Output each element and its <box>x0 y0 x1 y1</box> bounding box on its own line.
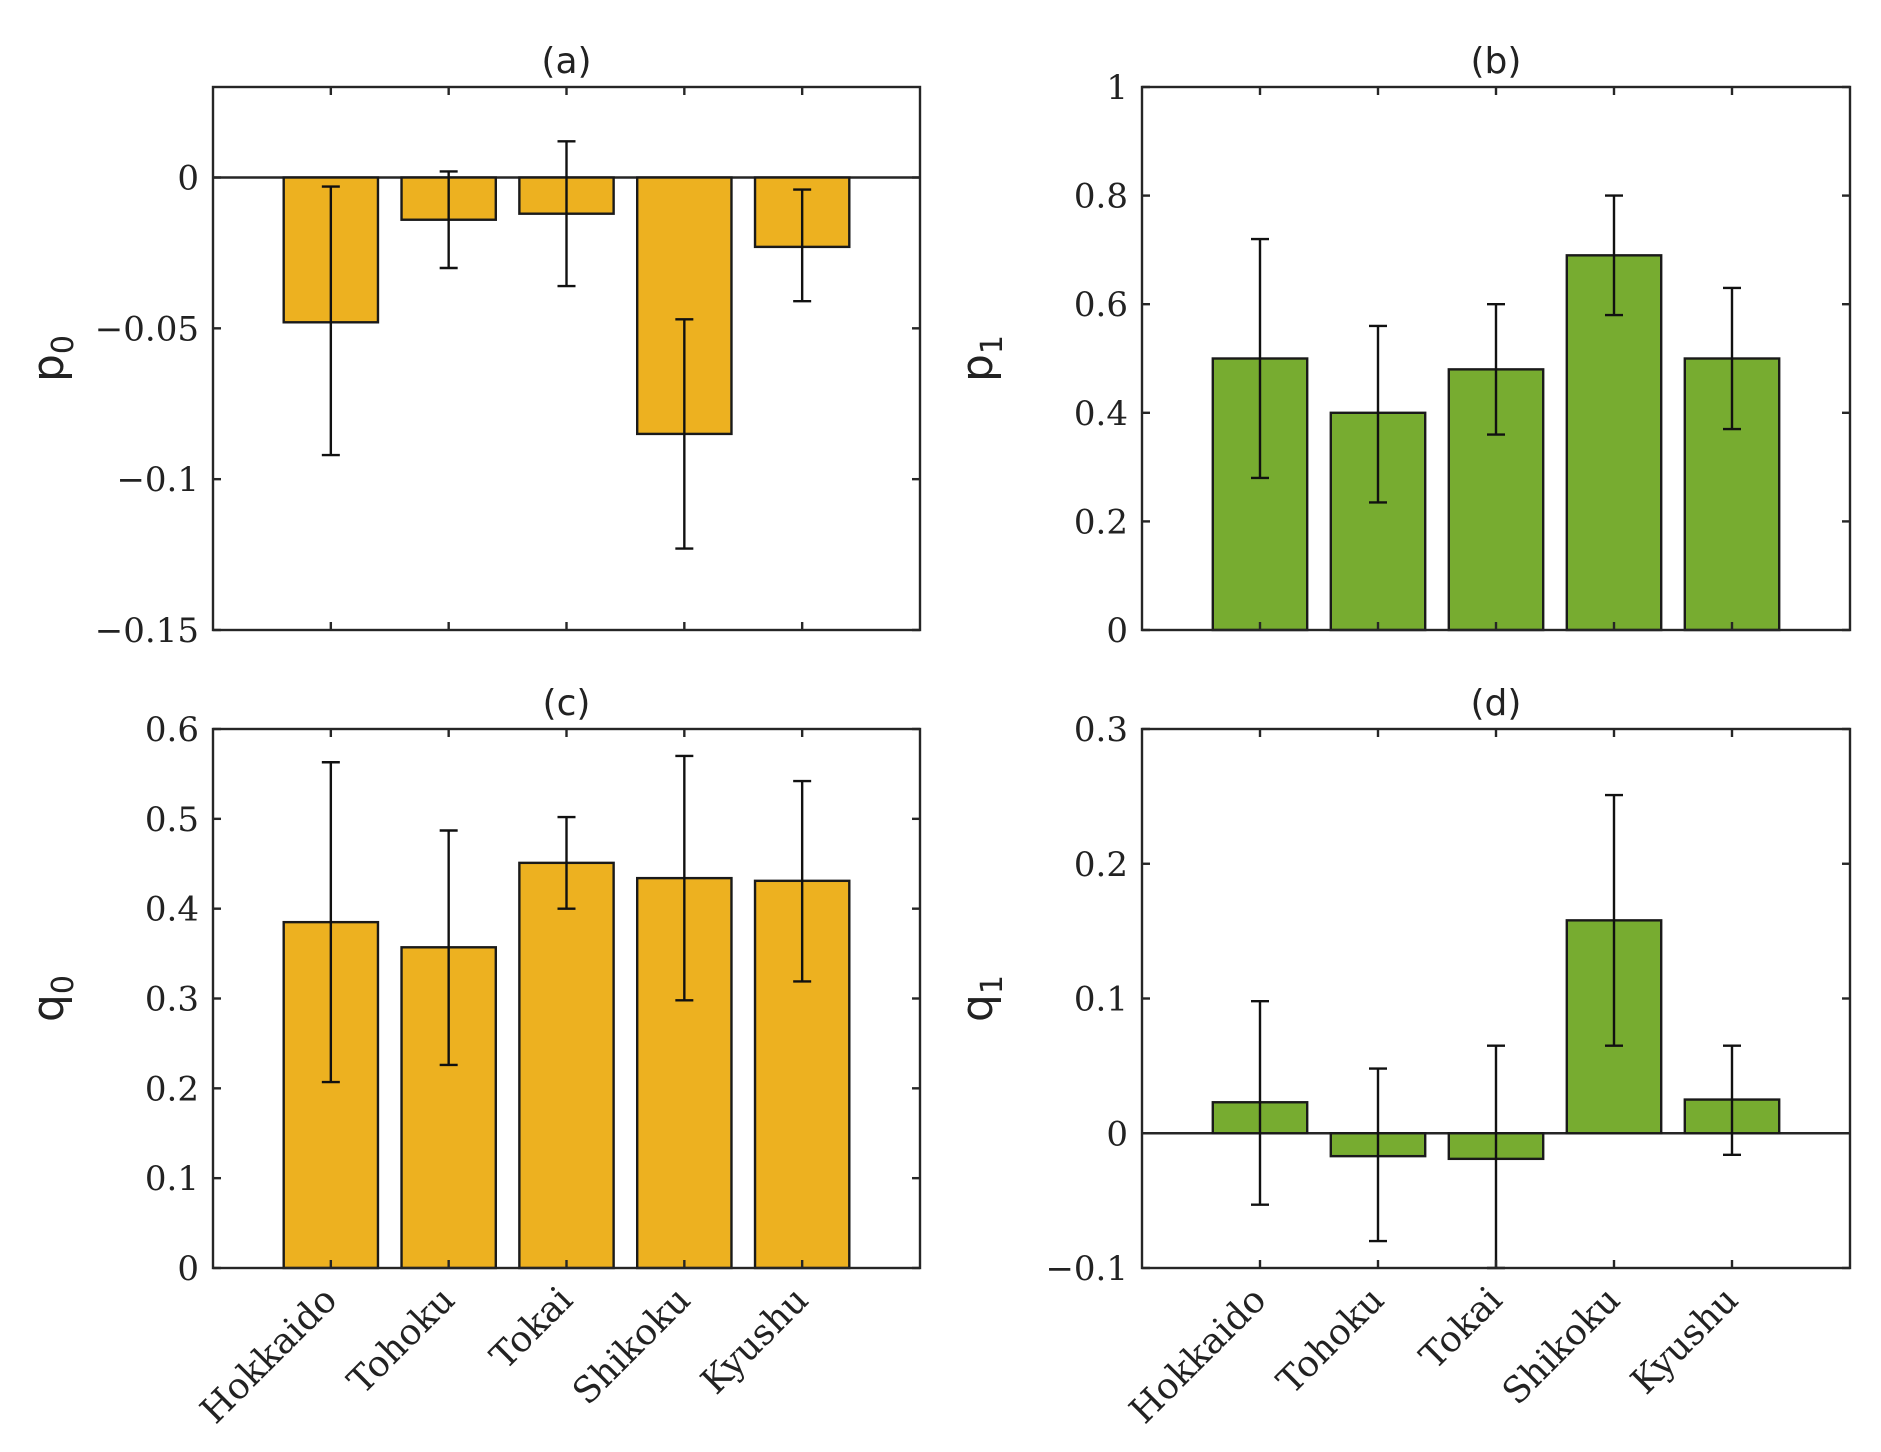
y-axis-label-subscript: 1 <box>975 975 1010 994</box>
error-bar-shikoku <box>1605 194 1623 317</box>
panel-title: (a) <box>541 41 591 82</box>
ytick-label: −0.05 <box>95 309 199 349</box>
xtick-label-kyushu: Kyushu <box>694 1279 817 1402</box>
ytick-label: −0.15 <box>95 611 199 651</box>
xtick-label-hokkaido: Hokkaido <box>193 1279 345 1431</box>
y-axis-label-subscript: 0 <box>46 975 81 994</box>
ytick-label: 0.6 <box>1074 285 1128 325</box>
y-axis-label-base: p <box>952 354 1003 382</box>
xtick-label-shikoku: Shikoku <box>565 1279 699 1413</box>
panel-a: 0−0.05−0.1−0.15(a)p0 <box>23 41 922 651</box>
xtick-label-shikoku: Shikoku <box>1495 1279 1629 1413</box>
ytick-label: 0 <box>177 1249 199 1289</box>
y-axis-label: q0 <box>23 975 81 1022</box>
panel-title: (d) <box>1471 683 1522 724</box>
error-bar-kyushu <box>793 188 812 303</box>
error-bar-tohoku <box>439 829 458 1067</box>
panel-title: (b) <box>1471 41 1522 82</box>
panel-b: 00.20.40.60.81(b)p1 <box>952 41 1852 651</box>
xtick-label-hokkaido: Hokkaido <box>1122 1279 1274 1431</box>
xtick-label-kyushu: Kyushu <box>1623 1279 1746 1402</box>
ytick-label: 0.2 <box>145 1069 199 1109</box>
error-bar-tokai <box>557 815 576 910</box>
ytick-label: 0.3 <box>1074 710 1128 750</box>
y-axis-label-subscript: 1 <box>975 335 1010 354</box>
ytick-label: −0.1 <box>116 460 199 500</box>
error-bar-hokkaido <box>321 185 340 457</box>
xtick-label-tokai: Tokai <box>1412 1279 1510 1377</box>
ytick-label: 0 <box>1106 611 1128 651</box>
y-axis-label-base: q <box>952 994 1003 1022</box>
y-axis-label-base: q <box>23 994 74 1022</box>
error-bar-tokai <box>1487 303 1505 436</box>
y-axis-label: p0 <box>23 335 81 382</box>
ytick-label: 0 <box>1106 1114 1128 1154</box>
ytick-label: 0.4 <box>145 890 199 930</box>
bar-shikoku <box>1565 254 1663 632</box>
ytick-label: 0.3 <box>145 980 199 1020</box>
ytick-label: −0.1 <box>1045 1249 1128 1289</box>
error-bar-hokkaido <box>321 761 340 1084</box>
bar-tokai <box>518 861 615 1270</box>
error-bar-kyushu <box>1723 1044 1741 1157</box>
error-bar-hokkaido <box>1251 237 1269 480</box>
ytick-label: 0.2 <box>1074 845 1128 885</box>
ytick-label: 0.2 <box>1074 502 1128 542</box>
ytick-label: 0.4 <box>1074 394 1128 434</box>
error-bar-kyushu <box>793 779 812 983</box>
xtick-label-tohoku: Tohoku <box>340 1279 463 1402</box>
ytick-label: 0.8 <box>1074 177 1128 217</box>
ytick-label: 1 <box>1106 68 1128 108</box>
ytick-label: 0 <box>177 159 199 199</box>
ytick-label: 0.6 <box>145 710 199 750</box>
error-bar-tohoku <box>1369 324 1387 504</box>
xtick-label-tohoku: Tohoku <box>1270 1279 1393 1402</box>
ytick-label: 0.5 <box>145 800 199 840</box>
error-bar-hokkaido <box>1251 999 1269 1206</box>
error-bar-shikoku <box>675 754 694 1002</box>
error-bar-shikoku <box>675 318 694 550</box>
y-axis-label-subscript: 0 <box>46 335 81 354</box>
y-axis-label: p1 <box>952 335 1010 382</box>
y-axis-label-base: p <box>23 354 74 382</box>
panel-title: (c) <box>543 683 591 724</box>
error-bar-tokai <box>557 140 576 288</box>
error-bar-shikoku <box>1605 793 1623 1047</box>
y-axis-label: q1 <box>952 975 1010 1022</box>
ytick-label: 0.1 <box>145 1159 199 1199</box>
error-bar-kyushu <box>1723 286 1741 431</box>
xtick-label-tokai: Tokai <box>483 1279 581 1377</box>
error-bar-tohoku <box>439 170 458 270</box>
ytick-label: 0.1 <box>1074 980 1128 1020</box>
error-bar-tohoku <box>1369 1067 1387 1243</box>
